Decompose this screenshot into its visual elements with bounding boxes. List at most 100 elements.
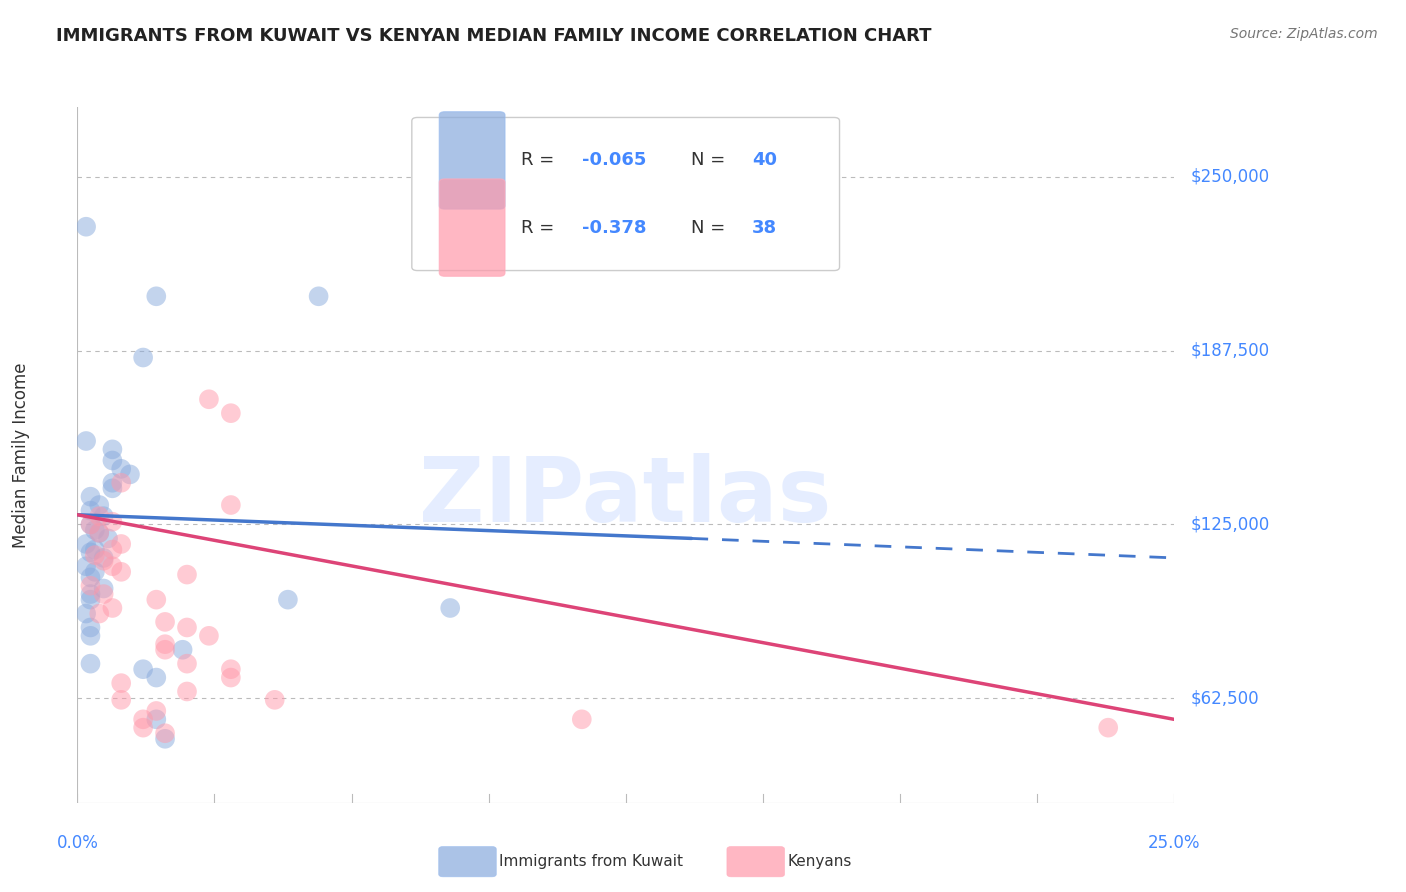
Point — [93, 582, 115, 596]
Point — [153, 726, 176, 740]
Point — [176, 684, 198, 698]
Point — [93, 509, 115, 524]
Point — [110, 537, 132, 551]
Point — [101, 453, 124, 467]
Point — [172, 642, 194, 657]
Point — [97, 532, 120, 546]
Point — [79, 592, 101, 607]
Point — [79, 657, 101, 671]
Text: -0.378: -0.378 — [582, 219, 647, 236]
Point — [75, 537, 97, 551]
Text: $187,500: $187,500 — [1191, 342, 1270, 359]
Point — [101, 515, 124, 529]
Text: $250,000: $250,000 — [1191, 168, 1270, 186]
Text: 40: 40 — [752, 152, 776, 169]
Point — [89, 509, 111, 524]
Point — [101, 559, 124, 574]
Text: N =: N = — [692, 152, 731, 169]
Point — [93, 550, 115, 565]
Point — [153, 731, 176, 746]
Text: 0.0%: 0.0% — [56, 834, 98, 852]
Point — [145, 704, 167, 718]
Point — [219, 662, 242, 676]
Text: Source: ZipAtlas.com: Source: ZipAtlas.com — [1230, 27, 1378, 41]
Point — [79, 517, 101, 532]
Text: ZIPatlas: ZIPatlas — [419, 452, 832, 541]
Point — [132, 662, 155, 676]
Text: $125,000: $125,000 — [1191, 516, 1270, 533]
Point — [101, 542, 124, 557]
Point — [145, 289, 167, 303]
Point — [79, 620, 101, 634]
Point — [145, 712, 167, 726]
Point — [101, 481, 124, 495]
Point — [219, 498, 242, 512]
Point — [93, 587, 115, 601]
FancyBboxPatch shape — [439, 112, 505, 209]
Point — [89, 498, 111, 512]
Point — [1097, 721, 1119, 735]
Point — [89, 525, 111, 540]
Point — [263, 693, 285, 707]
Text: -0.065: -0.065 — [582, 152, 647, 169]
Text: $62,500: $62,500 — [1191, 690, 1260, 707]
Text: R =: R = — [522, 219, 561, 236]
Point — [308, 289, 330, 303]
Point — [110, 462, 132, 476]
Point — [79, 587, 101, 601]
Point — [93, 554, 115, 568]
Point — [79, 517, 101, 532]
Point — [101, 475, 124, 490]
Point — [79, 579, 101, 593]
Point — [153, 642, 176, 657]
Point — [176, 620, 198, 634]
Point — [153, 637, 176, 651]
Text: 25.0%: 25.0% — [1147, 834, 1201, 852]
Point — [219, 406, 242, 420]
Point — [132, 712, 155, 726]
Text: Median Family Income: Median Family Income — [13, 362, 30, 548]
Point — [118, 467, 141, 482]
Point — [75, 607, 97, 621]
Point — [101, 442, 124, 457]
Point — [571, 712, 593, 726]
FancyBboxPatch shape — [412, 118, 839, 270]
Point — [198, 392, 221, 407]
Point — [145, 592, 167, 607]
Point — [145, 671, 167, 685]
Text: IMMIGRANTS FROM KUWAIT VS KENYAN MEDIAN FAMILY INCOME CORRELATION CHART: IMMIGRANTS FROM KUWAIT VS KENYAN MEDIAN … — [56, 27, 932, 45]
Point — [79, 545, 101, 559]
Point — [101, 601, 124, 615]
Point — [219, 671, 242, 685]
Point — [176, 657, 198, 671]
Point — [79, 490, 101, 504]
Point — [153, 615, 176, 629]
Point — [83, 523, 105, 537]
Point — [75, 434, 97, 448]
Point — [79, 570, 101, 584]
Point — [110, 565, 132, 579]
Point — [75, 219, 97, 234]
Point — [198, 629, 221, 643]
Point — [110, 676, 132, 690]
Point — [110, 475, 132, 490]
Point — [89, 607, 111, 621]
Text: 38: 38 — [752, 219, 778, 236]
Point — [83, 565, 105, 579]
Point — [439, 601, 461, 615]
Text: R =: R = — [522, 152, 561, 169]
Point — [89, 525, 111, 540]
Text: N =: N = — [692, 219, 731, 236]
Text: Immigrants from Kuwait: Immigrants from Kuwait — [499, 855, 683, 869]
Point — [79, 503, 101, 517]
FancyBboxPatch shape — [439, 179, 505, 277]
Point — [75, 559, 97, 574]
Point — [176, 567, 198, 582]
Point — [132, 721, 155, 735]
Point — [110, 693, 132, 707]
Point — [83, 548, 105, 562]
Text: Kenyans: Kenyans — [787, 855, 852, 869]
Point — [83, 542, 105, 557]
Point — [79, 629, 101, 643]
Point — [132, 351, 155, 365]
